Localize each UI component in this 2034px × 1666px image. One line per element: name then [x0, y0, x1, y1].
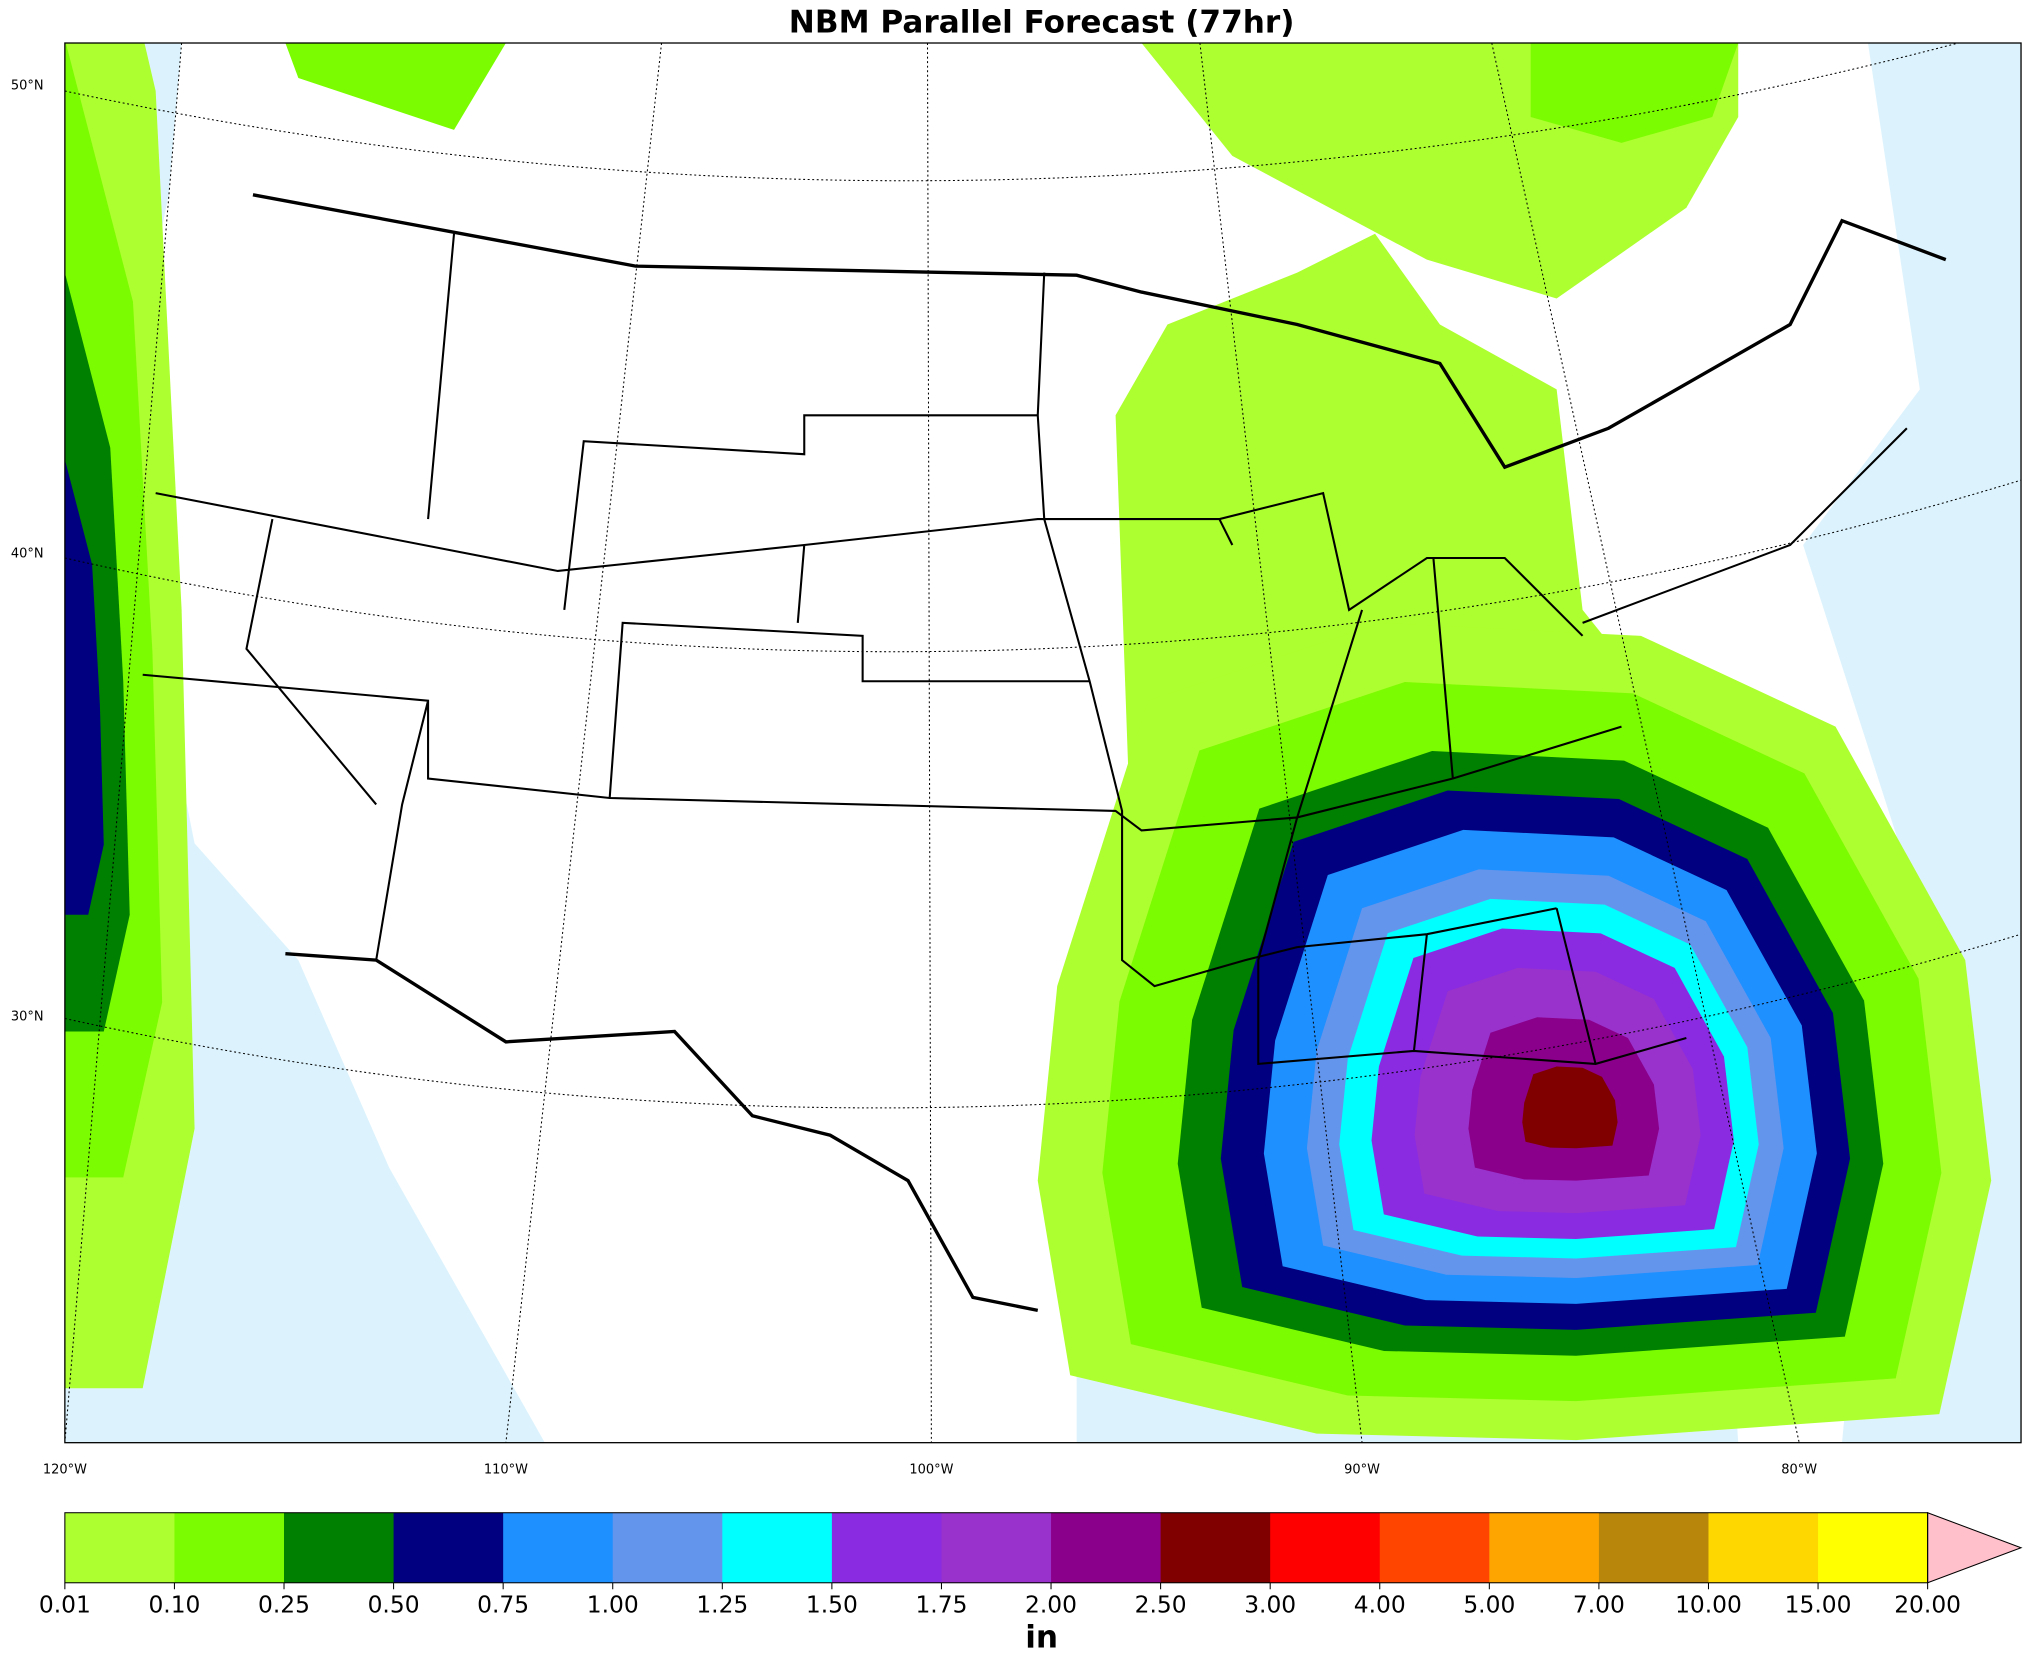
colorbar-tick-label: 0.25 — [258, 1591, 310, 1619]
colorbar-label: in — [1025, 1620, 1058, 1656]
colorbar-tick-label: 1.00 — [587, 1591, 639, 1619]
colorbar-tick-label: 15.00 — [1785, 1591, 1852, 1619]
colorbar-tick-label: 0.75 — [477, 1591, 529, 1619]
border — [285, 951, 1039, 1313]
meridian — [505, 43, 663, 1443]
colorbar-box — [941, 1512, 1052, 1583]
colorbar-box — [1489, 1512, 1600, 1583]
border — [252, 193, 1947, 470]
colorbar-tick-label: 20.00 — [1894, 1591, 1961, 1619]
colorbar-box — [1708, 1512, 1819, 1583]
lon-label: 110°W — [484, 1462, 528, 1477]
colorbar-tick-label: 2.00 — [1025, 1591, 1077, 1619]
colorbar-box — [174, 1512, 285, 1583]
colorbar-box — [722, 1512, 833, 1583]
precipitation — [64, 43, 1992, 1441]
precip-contour — [1522, 1066, 1618, 1149]
precip-contour — [64, 459, 104, 915]
meridian — [1491, 43, 1800, 1443]
colorbar-box — [64, 1512, 175, 1583]
lat-label: 40°N — [11, 547, 44, 562]
colorbar-extend — [1927, 1511, 2023, 1584]
colorbar-box — [393, 1512, 504, 1583]
colorbar-tick-label: 0.10 — [148, 1591, 200, 1619]
colorbar-tick-label: 7.00 — [1573, 1591, 1625, 1619]
colorbar-tick-label: 1.50 — [806, 1591, 858, 1619]
parallel — [64, 479, 2022, 653]
colorbar-tick-label: 0.50 — [368, 1591, 420, 1619]
colorbar-frame — [64, 1512, 1929, 1584]
colorbar-tick-label: 5.00 — [1463, 1591, 1515, 1619]
colorbar-tick-label: 3.00 — [1244, 1591, 1296, 1619]
lat-label: 30°N — [11, 1010, 44, 1025]
colorbar-tick-label: 1.75 — [915, 1591, 967, 1619]
lat-labels: 50°N 40°N 30°N — [11, 78, 44, 1024]
title: NBM Parallel Forecast (77hr) — [789, 5, 1295, 41]
colorbar-box — [284, 1512, 394, 1583]
parallel — [64, 933, 2022, 1109]
colorbar-box — [612, 1512, 723, 1583]
meridian — [1199, 43, 1363, 1443]
lon-label: 80°W — [1781, 1462, 1817, 1477]
colorbar-tick-label: 2.50 — [1135, 1591, 1187, 1619]
meridian — [926, 43, 932, 1443]
lon-label: 100°W — [909, 1462, 953, 1477]
map-frame — [64, 42, 2022, 1444]
colorbar-box — [503, 1512, 614, 1583]
colorbar-tick-label: 4.00 — [1354, 1591, 1406, 1619]
map — [64, 43, 2022, 1443]
precip-area — [285, 43, 506, 130]
colorbar-tick-label: 0.01 — [39, 1591, 91, 1619]
colorbar-tick-label: 1.25 — [696, 1591, 748, 1619]
colorbar-box — [1051, 1512, 1161, 1583]
colorbar-box — [1379, 1512, 1490, 1583]
lon-label: 120°W — [43, 1462, 87, 1477]
colorbar-box — [1270, 1512, 1381, 1583]
colorbar-box — [831, 1512, 942, 1583]
parallel — [64, 43, 1961, 182]
colorbar: 0.01 0.10 0.25 0.50 0.75 1.00 1.25 1.50 1.75 2.00… — [39, 1511, 2023, 1656]
precip-area — [1530, 43, 1739, 143]
colorbar-tick-label: 10.00 — [1675, 1591, 1742, 1619]
colorbar-box — [1160, 1512, 1271, 1583]
colorbar-box — [1598, 1512, 1709, 1583]
state-borders — [142, 233, 1908, 1066]
lat-label: 50°N — [11, 78, 44, 93]
colorbar-box — [1818, 1512, 1929, 1583]
lon-label: 90°W — [1344, 1462, 1380, 1477]
lon-labels: 120°W 110°W 100°W 90°W 80°W — [43, 1462, 1817, 1477]
